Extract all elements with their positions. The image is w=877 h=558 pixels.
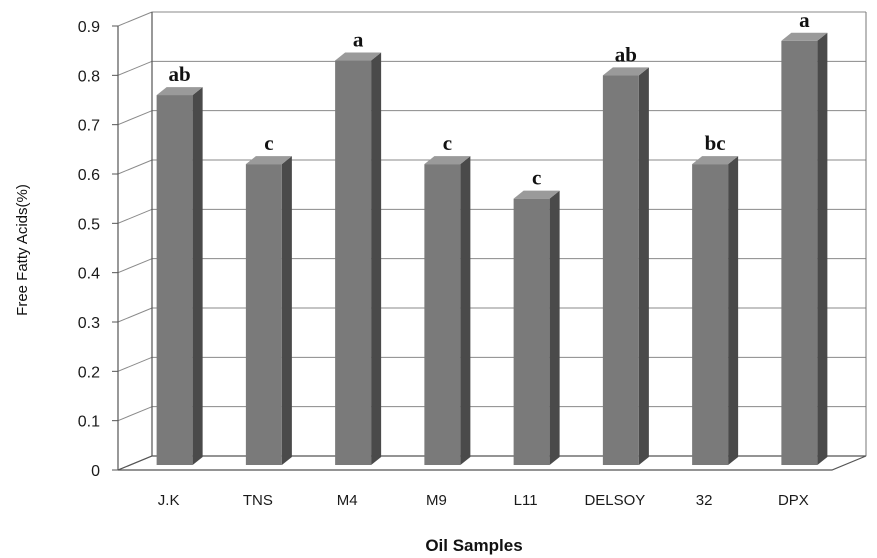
bar-side-face <box>460 156 471 465</box>
bar-top-face <box>156 87 203 96</box>
gridlines <box>117 11 866 471</box>
bar-side-face <box>817 32 828 466</box>
bar <box>335 52 382 466</box>
y-axis-title: Free Fatty Acids(%) <box>14 184 31 316</box>
x-tick-label: J.K <box>158 492 180 509</box>
gridline-diagonal <box>117 307 153 323</box>
bar-top-face <box>692 156 739 165</box>
bar-front-face <box>692 164 729 465</box>
gridline-diagonal <box>117 208 153 224</box>
bar-front-face <box>335 60 372 466</box>
bar-front-face <box>424 164 461 465</box>
bar-side-face <box>638 67 649 465</box>
bar-top-face <box>335 52 382 61</box>
bar <box>245 156 292 465</box>
y-tick-label: 0.9 <box>78 19 100 36</box>
y-tick-label: 0.5 <box>78 216 100 233</box>
bars <box>156 32 828 466</box>
bar-top-face <box>245 156 292 165</box>
y-tick-label: 0.6 <box>78 167 100 184</box>
bar-front-face <box>513 198 550 465</box>
x-axis-title: Oil Samples <box>425 536 522 555</box>
data-label: bc <box>705 131 726 155</box>
data-label: c <box>443 131 452 155</box>
chart-floor <box>117 455 867 471</box>
y-tick-label: 0.7 <box>78 118 100 135</box>
data-label: c <box>264 131 273 155</box>
axes <box>112 12 867 471</box>
labels: 0 0.1 0.2 0.3 0.4 0.5 0.6 0.7 0.8 0.9 J.K ab TNS c M4 a… <box>78 8 810 509</box>
y-tick-label: 0.3 <box>78 315 100 332</box>
y-tick-label: 0 <box>91 463 100 480</box>
y-tick-label: 0.2 <box>78 364 100 381</box>
x-tick-label: M9 <box>426 492 447 509</box>
x-tick-label: TNS <box>243 492 273 509</box>
bar-side-face <box>549 190 560 465</box>
x-tick-label: L11 <box>514 492 538 509</box>
bar-front-face <box>602 75 639 465</box>
x-tick-label: DPX <box>778 492 809 509</box>
gridline-diagonal <box>117 110 153 126</box>
bar-side-face <box>728 156 739 465</box>
bar-top-face <box>781 32 828 41</box>
data-label: ab <box>169 62 191 86</box>
bar-top-face <box>424 156 471 165</box>
bar <box>156 87 203 466</box>
gridline-diagonal <box>117 406 153 422</box>
gridline-diagonal <box>117 356 153 372</box>
x-tick-label: DELSOY <box>584 492 645 509</box>
y-tick-label: 0.4 <box>78 266 100 283</box>
gridline-diagonal <box>117 60 153 76</box>
y-tick-label: 0.8 <box>78 68 100 85</box>
y-tick-label: 0.1 <box>78 414 100 431</box>
gridline-diagonal <box>117 159 153 175</box>
bar-front-face <box>245 164 282 465</box>
x-tick-label: 32 <box>696 492 713 509</box>
gridline-diagonal <box>117 11 153 27</box>
bar-front-face <box>781 40 818 466</box>
bar-side-face <box>371 52 382 466</box>
bar-top-face <box>513 190 560 199</box>
data-label: c <box>532 166 541 190</box>
data-label: ab <box>615 42 637 66</box>
bar <box>781 32 828 466</box>
bar-top-face <box>602 67 649 76</box>
gridline-diagonal <box>117 258 153 274</box>
bar <box>602 67 649 465</box>
bar <box>513 190 560 465</box>
x-tick-label: M4 <box>337 492 358 509</box>
bar <box>692 156 739 465</box>
bar-side-face <box>281 156 292 465</box>
bar-side-face <box>192 87 203 466</box>
data-label: a <box>353 28 364 52</box>
bar <box>424 156 471 465</box>
bar-front-face <box>156 95 193 466</box>
data-label: a <box>799 8 810 32</box>
